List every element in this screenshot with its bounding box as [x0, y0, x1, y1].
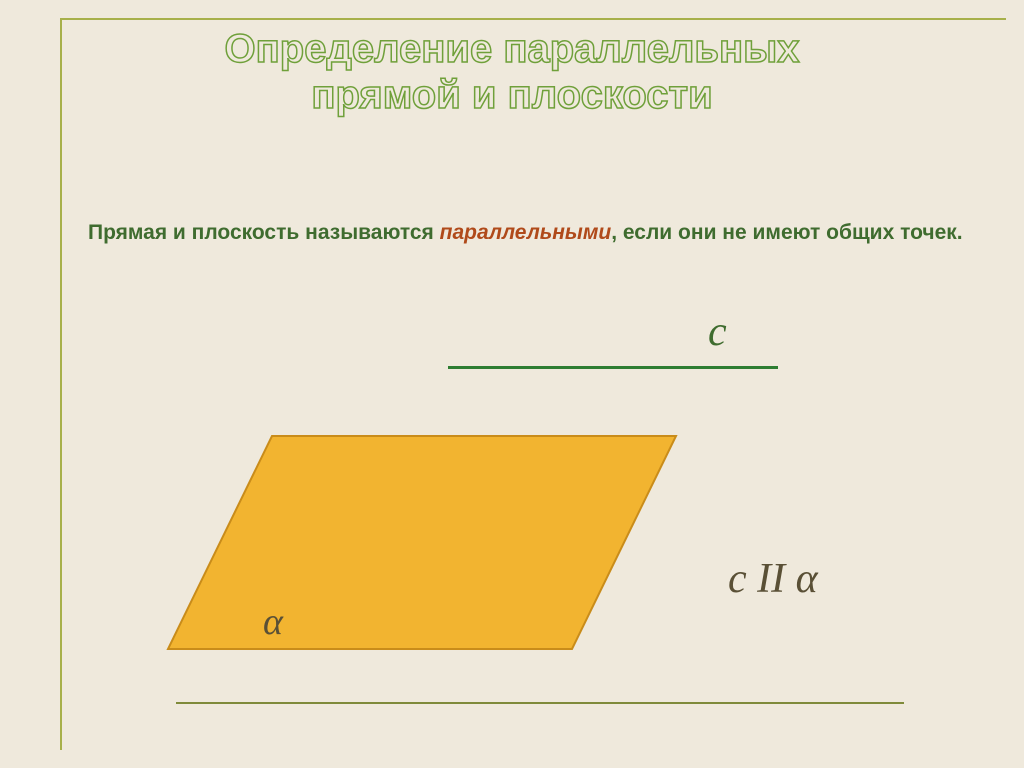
diagram-area: c α c ΙΙ α — [88, 300, 964, 738]
label-plane-alpha: α — [263, 600, 283, 644]
slide-title: Определение параллельных прямой и плоско… — [218, 26, 805, 118]
title-line-1: Определение параллельных — [224, 27, 799, 71]
title-line-2: прямой и плоскости — [311, 73, 712, 117]
slide: Определение параллельных прямой и плоско… — [0, 0, 1024, 768]
definition-highlight: параллельными — [440, 221, 612, 244]
definition-part-2: , если они не имеют общих точек. — [611, 221, 962, 244]
definition-text: Прямая и плоскость называются параллельн… — [88, 218, 964, 248]
line-c — [448, 366, 778, 369]
plane-polygon — [168, 436, 676, 649]
bottom-rule — [176, 702, 904, 704]
definition-part-1: Прямая и плоскость называются — [88, 221, 440, 244]
label-parallel-relation: c ΙΙ α — [728, 555, 818, 603]
plane-svg — [162, 430, 682, 655]
label-line-c: c — [708, 308, 727, 356]
title-container: Определение параллельных прямой и плоско… — [0, 26, 1024, 118]
plane-alpha — [162, 430, 682, 655]
frame-left-border — [60, 18, 62, 750]
frame-top-border — [60, 18, 1006, 20]
